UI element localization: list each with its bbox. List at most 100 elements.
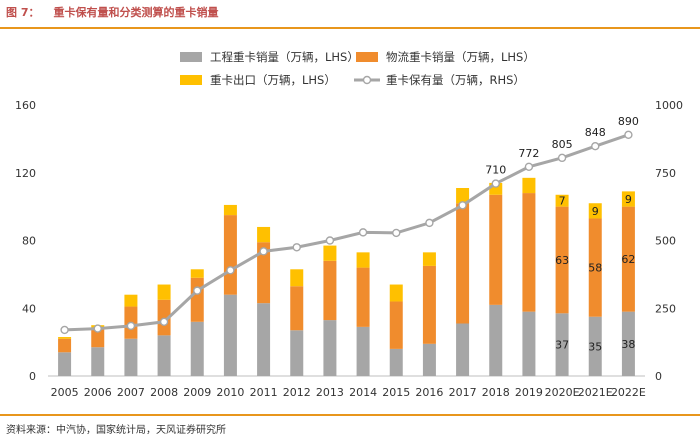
right-axis-tick-label: 1000 <box>655 99 683 112</box>
stock-line-point <box>226 266 235 275</box>
bar-segment-series-0 <box>588 316 602 376</box>
x-axis-tick-label: 2010 <box>216 386 244 399</box>
bar-segment-series-1 <box>456 203 470 324</box>
bar-segment-series-1 <box>223 215 237 295</box>
bar-segment-series-2 <box>389 284 403 302</box>
bar-segment-series-2 <box>522 177 536 194</box>
bar-segment-series-0 <box>223 294 237 376</box>
x-axis-tick-label: 2005 <box>51 386 79 399</box>
bar-segment-series-0 <box>555 313 569 376</box>
bar-segment-series-0 <box>190 321 204 376</box>
x-axis-tick-label: 2022E <box>611 386 646 399</box>
bar-value-label: 58 <box>588 262 602 275</box>
x-axis-tick-label: 2014 <box>349 386 377 399</box>
stock-point-label: 890 <box>618 115 639 128</box>
stock-line <box>64 133 629 332</box>
stock-point-label: 848 <box>585 126 606 139</box>
data-labels: 710 772 805 848 890 37 35 38 63 58 62 7 9 9 <box>485 115 639 354</box>
bar-segment-series-2 <box>190 269 204 278</box>
stock-line-point <box>425 218 434 228</box>
bar-segment-series-0 <box>621 311 635 376</box>
x-axis-tick-label: 2012 <box>283 386 311 399</box>
stock-line-point <box>458 201 467 210</box>
figure-title: 图 7： 重卡保有量和分类测算的重卡销量 <box>6 4 218 20</box>
bar-segment-series-0 <box>422 343 436 376</box>
legend-label-series-1: 物流重卡销量（万辆，LHS） <box>386 50 535 64</box>
left-axis-tick-label: 120 <box>15 167 36 180</box>
bar-segment-series-0 <box>522 311 536 376</box>
x-axis-tick-label: 2019 <box>515 386 543 399</box>
bar-segment-series-2 <box>124 294 138 307</box>
stock-line-point <box>325 236 335 245</box>
top-rule <box>0 27 700 29</box>
stock-line-point <box>591 141 600 151</box>
bar-segment-series-1 <box>389 301 403 349</box>
stock-line-point <box>60 325 69 335</box>
bar-value-label: 37 <box>555 339 569 352</box>
stock-line-point <box>126 321 136 331</box>
source-note: 资料来源：中汽协，国家统计局，天风证券研究所 <box>6 425 226 436</box>
bar-segment-series-0 <box>124 338 138 376</box>
stock-line-point <box>524 162 534 171</box>
bar-value-label: 38 <box>621 338 635 351</box>
right-axis-tick-label: 750 <box>655 167 676 180</box>
legend-line-marker <box>362 75 372 85</box>
bar-segment-series-1 <box>522 193 536 312</box>
left-axis-tick-label: 160 <box>15 99 36 112</box>
bar-segment-series-1 <box>555 206 569 314</box>
bar-segment-series-0 <box>290 330 304 376</box>
stock-line-point <box>624 130 633 140</box>
bar-segment-series-0 <box>91 347 105 376</box>
x-axis-tick-label: 2018 <box>482 386 510 399</box>
bar-segment-series-2 <box>356 252 370 268</box>
bar-segment-series-1 <box>422 265 436 344</box>
left-axis-tick-label: 0 <box>29 370 36 383</box>
bar-segment-series-2 <box>323 245 337 261</box>
x-axis-tick-label: 2013 <box>316 386 344 399</box>
bar-segment-series-0 <box>489 304 503 376</box>
bar-value-label: 9 <box>592 205 599 218</box>
legend-label-series-2: 重卡出口（万辆，LHS） <box>210 73 336 87</box>
stock-line-point <box>491 179 500 188</box>
bottom-rule <box>0 414 700 416</box>
x-axis-tick-label: 2021E <box>578 386 613 399</box>
bar-segment-series-0 <box>456 323 470 376</box>
bar-segment-series-1 <box>588 218 602 317</box>
bar-segment-series-1 <box>290 286 304 331</box>
x-axis-tick-label: 2015 <box>382 386 410 399</box>
stock-line-point <box>93 324 102 333</box>
bar-segment-series-2 <box>588 203 602 219</box>
figure-title-text: 重卡保有量和分类测算的重卡销量 <box>53 6 219 19</box>
x-axis-tick-label: 2007 <box>117 386 145 399</box>
bar-segment-series-1 <box>323 260 337 321</box>
x-axis-tick-label: 2016 <box>415 386 443 399</box>
right-axis-tick-label: 500 <box>655 235 676 248</box>
bar-value-label: 9 <box>625 193 632 206</box>
bar-segment-series-1 <box>91 328 105 348</box>
line-series <box>60 130 633 335</box>
legend-swatch-series-1 <box>356 52 378 62</box>
bar-segment-series-0 <box>58 352 72 376</box>
bar-value-label: 63 <box>555 254 569 267</box>
legend-label-series-3: 重卡保有量（万辆，RHS） <box>386 73 525 87</box>
bar-segment-series-2 <box>456 187 470 204</box>
x-axis-tick-label: 2020E <box>545 386 580 399</box>
right-axis-tick-label: 0 <box>655 370 662 383</box>
stock-point-label: 772 <box>518 147 539 160</box>
stock-line-point <box>159 317 169 326</box>
bar-segment-series-2 <box>422 252 436 266</box>
bar-segment-series-2 <box>290 269 304 287</box>
x-axis-tick-label: 2011 <box>250 386 278 399</box>
bar-segment-series-1 <box>257 242 271 304</box>
bar-segment-series-1 <box>621 206 635 312</box>
figure-number: 图 7： <box>6 6 40 19</box>
x-axis-tick-label: 2009 <box>183 386 211 399</box>
left-axis-tick-label: 40 <box>22 302 36 315</box>
stock-line-point <box>557 153 567 163</box>
left-axis-tick-label: 80 <box>22 235 36 248</box>
bar-segment-series-1 <box>489 194 503 305</box>
x-axis-tick-label: 2008 <box>150 386 178 399</box>
stock-line-point <box>193 286 202 295</box>
stock-line-point <box>392 228 401 238</box>
